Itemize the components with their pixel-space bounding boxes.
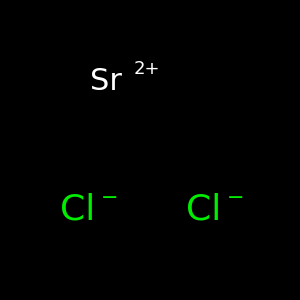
Text: Sr: Sr [90,67,122,96]
Text: Cl: Cl [186,192,221,226]
Text: −: − [226,188,244,208]
Text: Cl: Cl [60,192,95,226]
Text: 2+: 2+ [134,59,160,77]
Text: −: − [100,188,118,208]
